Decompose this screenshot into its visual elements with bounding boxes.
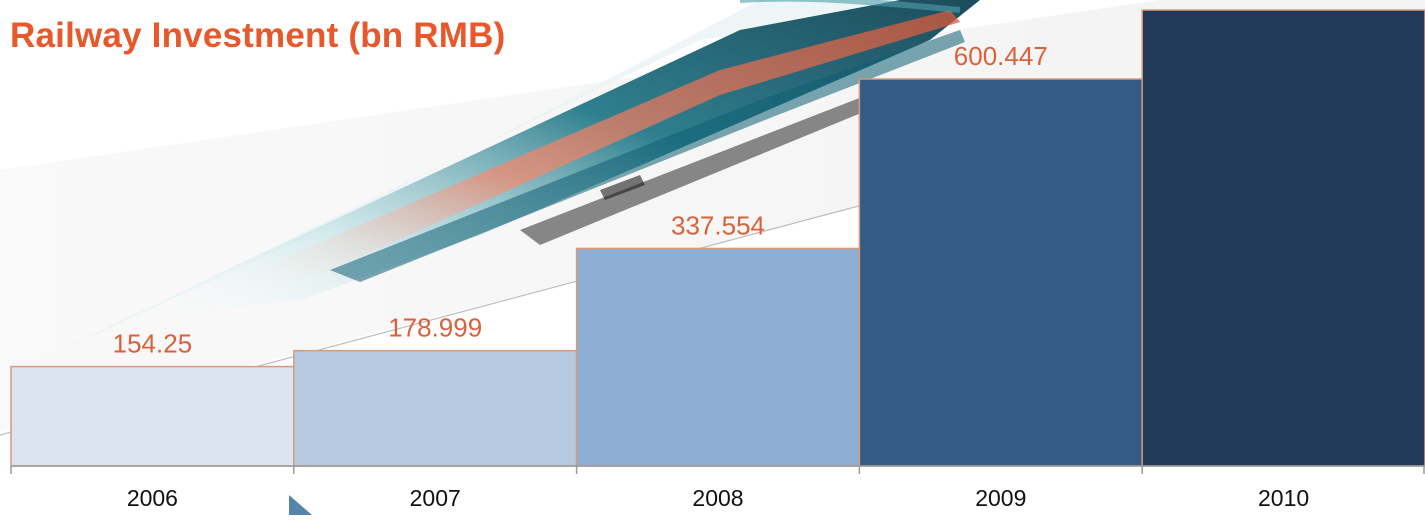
bar-2007 bbox=[293, 349, 578, 467]
value-labels-layer: 154.25 178.999 337.554 600.447 707.459 bbox=[113, 0, 1331, 359]
cursor-arrow-icon bbox=[289, 495, 312, 515]
value-label-2009: 600.447 bbox=[954, 41, 1048, 71]
chart-title: Railway Investment (bn RMB) bbox=[10, 16, 506, 55]
bars-layer bbox=[10, 9, 1425, 467]
value-label-2010: 707.459 bbox=[1237, 0, 1331, 2]
category-label-2010: 2010 bbox=[1258, 485, 1309, 511]
bar-2009 bbox=[858, 78, 1143, 467]
bar-2006 bbox=[10, 365, 295, 467]
x-ticks-layer bbox=[10, 466, 1425, 474]
value-label-2007: 178.999 bbox=[388, 313, 482, 343]
value-label-2008: 337.554 bbox=[671, 210, 765, 240]
bar-2010 bbox=[1141, 9, 1425, 467]
value-label-2006: 154.25 bbox=[113, 329, 193, 359]
bar-2008 bbox=[575, 247, 861, 467]
category-label-2006: 2006 bbox=[127, 485, 178, 511]
category-labels-layer: 2006 2007 2008 2009 2010 bbox=[127, 485, 1309, 511]
category-label-2007: 2007 bbox=[410, 485, 461, 511]
category-label-2008: 2008 bbox=[692, 485, 743, 511]
category-label-2009: 2009 bbox=[975, 485, 1026, 511]
